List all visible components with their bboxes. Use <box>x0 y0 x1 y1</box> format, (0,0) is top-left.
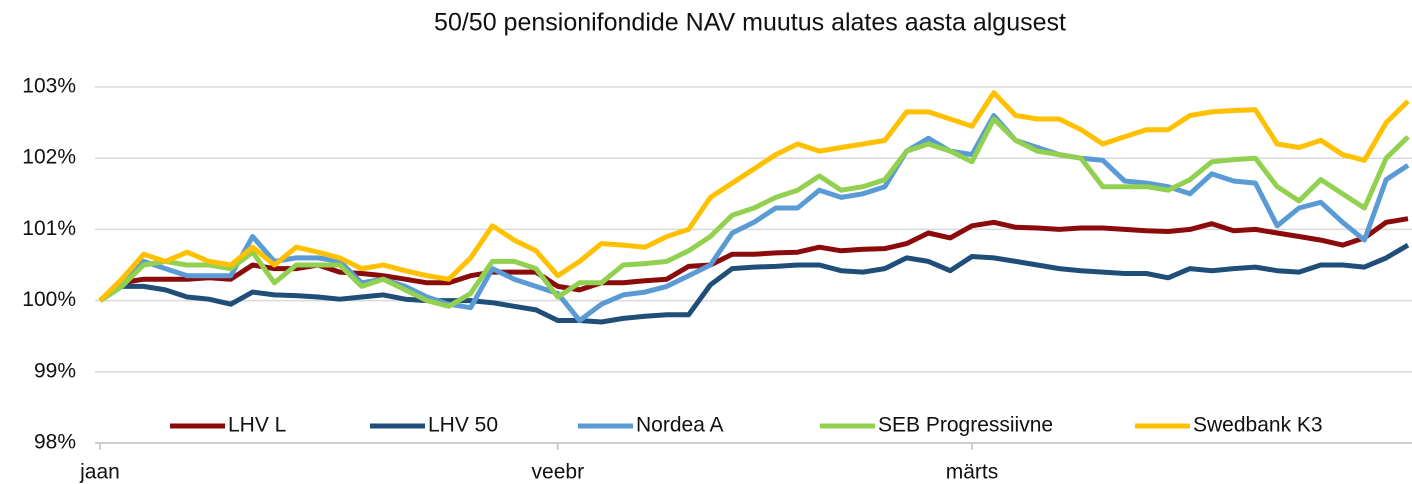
series-line <box>98 242 1410 325</box>
series-line <box>98 90 1410 303</box>
legend-label: Swedbank K3 <box>1193 414 1323 437</box>
x-tick-label: märts <box>946 461 999 484</box>
legend-label: Nordea A <box>636 414 724 437</box>
x-tick-label: veebr <box>532 461 585 484</box>
legend-label: SEB Progressiivne <box>878 414 1053 437</box>
chart-title: 50/50 pensionifondide NAV muutus alates … <box>434 9 1066 37</box>
series-line <box>98 116 1410 309</box>
y-tick-label: 103% <box>22 75 76 98</box>
y-tick-label: 101% <box>22 217 76 240</box>
series-line <box>98 113 1410 323</box>
y-tick-label: 99% <box>34 359 76 382</box>
y-tick-label: 102% <box>22 146 76 169</box>
y-tick-label: 98% <box>34 431 76 454</box>
legend-label: LHV 50 <box>428 414 498 437</box>
y-tick-label: 100% <box>22 288 76 311</box>
x-tick-label: jaan <box>79 461 120 484</box>
legend-label: LHV L <box>228 414 286 437</box>
